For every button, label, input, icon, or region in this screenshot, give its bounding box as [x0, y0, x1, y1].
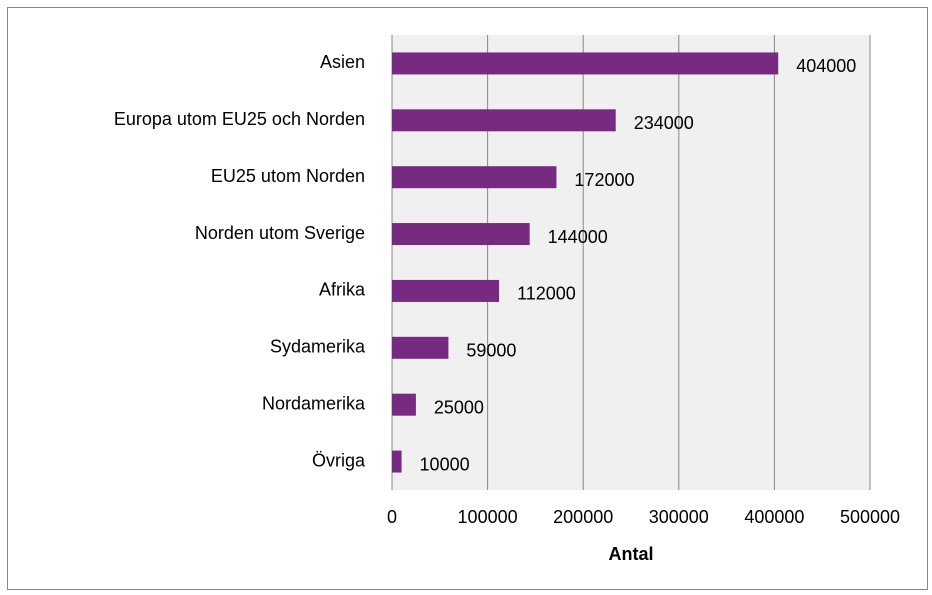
data-label: 59000	[466, 341, 516, 361]
data-label: 10000	[420, 454, 470, 474]
bar	[392, 450, 402, 473]
x-tick-label: 200000	[553, 507, 613, 527]
y-tick-label: Asien	[320, 52, 365, 72]
bar	[392, 393, 416, 416]
bar	[392, 166, 557, 189]
x-tick-label: 100000	[458, 507, 518, 527]
plot-area	[392, 35, 870, 490]
y-tick-label: Övriga	[312, 450, 366, 470]
x-tick-label: 300000	[649, 507, 709, 527]
x-tick-label: 400000	[744, 507, 804, 527]
bar	[392, 223, 530, 246]
data-label: 234000	[634, 113, 694, 133]
bar	[392, 279, 500, 302]
x-axis-title: Antal	[609, 544, 654, 564]
bar	[392, 336, 449, 359]
bar	[392, 109, 616, 132]
y-tick-label: Sydamerika	[270, 337, 366, 357]
data-label: 404000	[796, 56, 856, 76]
y-tick-label: Afrika	[319, 280, 366, 300]
x-tick-label: 500000	[840, 507, 900, 527]
data-label: 25000	[434, 397, 484, 417]
data-label: 144000	[548, 227, 608, 247]
y-tick-label: Nordamerika	[262, 393, 366, 413]
y-tick-label: Europa utom EU25 och Norden	[114, 109, 365, 129]
bar	[392, 52, 779, 75]
x-tick-label: 0	[387, 507, 397, 527]
data-label: 112000	[517, 284, 576, 304]
data-label: 172000	[574, 170, 634, 190]
y-tick-label: Norden utom Sverige	[195, 223, 365, 243]
y-tick-label: EU25 utom Norden	[211, 166, 365, 186]
